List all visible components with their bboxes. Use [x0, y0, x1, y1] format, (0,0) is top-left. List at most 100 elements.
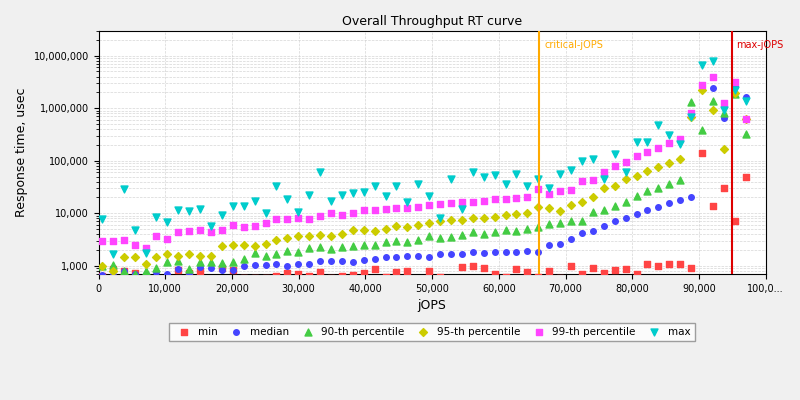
90-th percentile	[499, 227, 512, 234]
min	[455, 264, 468, 270]
max	[150, 214, 163, 220]
99-th percentile	[478, 198, 490, 204]
min	[718, 185, 730, 192]
min	[434, 274, 446, 280]
95-th percentile	[281, 234, 294, 241]
99-th percentile	[499, 196, 512, 202]
90-th percentile	[739, 131, 752, 138]
min	[478, 265, 490, 271]
min	[106, 266, 119, 272]
90-th percentile	[281, 248, 294, 254]
90-th percentile	[150, 264, 163, 271]
95-th percentile	[510, 211, 523, 217]
99-th percentile	[238, 224, 250, 230]
90-th percentile	[248, 250, 261, 256]
max	[401, 198, 414, 205]
99-th percentile	[521, 194, 534, 200]
90-th percentile	[205, 259, 218, 265]
90-th percentile	[226, 259, 239, 266]
min	[314, 269, 326, 275]
median	[390, 254, 403, 260]
95-th percentile	[445, 217, 458, 223]
min	[706, 203, 719, 209]
median	[641, 207, 654, 213]
95-th percentile	[325, 233, 338, 239]
95-th percentile	[706, 107, 719, 114]
max	[543, 185, 556, 191]
95-th percentile	[292, 233, 305, 240]
median	[499, 248, 512, 255]
90-th percentile	[728, 91, 741, 97]
95-th percentile	[248, 243, 261, 249]
95-th percentile	[238, 242, 250, 248]
max	[335, 192, 348, 198]
max	[630, 138, 643, 145]
min	[335, 273, 348, 279]
median	[586, 228, 599, 234]
max	[718, 107, 730, 113]
min	[521, 269, 534, 275]
min	[543, 268, 556, 274]
median	[335, 258, 348, 265]
90-th percentile	[292, 249, 305, 255]
90-th percentile	[161, 259, 174, 266]
max	[641, 138, 654, 145]
90-th percentile	[586, 209, 599, 215]
median	[706, 85, 719, 91]
95-th percentile	[565, 202, 578, 208]
95-th percentile	[412, 222, 425, 228]
max	[685, 113, 698, 120]
min	[128, 270, 141, 276]
99-th percentile	[248, 223, 261, 230]
95-th percentile	[728, 90, 741, 96]
95-th percentile	[543, 204, 556, 211]
90-th percentile	[575, 218, 588, 224]
max	[739, 98, 752, 104]
95-th percentile	[205, 252, 218, 259]
min	[499, 274, 512, 281]
max	[314, 169, 326, 176]
min	[302, 273, 315, 280]
min	[728, 218, 741, 224]
90-th percentile	[401, 238, 414, 245]
median	[302, 261, 315, 268]
95-th percentile	[575, 198, 588, 205]
max	[663, 132, 676, 138]
95-th percentile	[455, 217, 468, 223]
95-th percentile	[335, 231, 348, 237]
median	[619, 214, 632, 221]
min	[194, 268, 206, 274]
median	[598, 223, 610, 229]
max	[238, 203, 250, 209]
90-th percentile	[685, 99, 698, 105]
99-th percentile	[325, 210, 338, 216]
90-th percentile	[695, 126, 708, 133]
99-th percentile	[575, 178, 588, 185]
99-th percentile	[139, 245, 152, 252]
99-th percentile	[335, 212, 348, 218]
median	[434, 251, 446, 258]
min	[358, 270, 370, 277]
95-th percentile	[695, 87, 708, 94]
median	[150, 268, 163, 275]
median	[685, 194, 698, 200]
median	[139, 271, 152, 277]
99-th percentile	[598, 168, 610, 175]
min	[598, 270, 610, 276]
99-th percentile	[182, 228, 195, 234]
median	[728, 82, 741, 89]
95-th percentile	[401, 223, 414, 230]
90-th percentile	[455, 232, 468, 238]
99-th percentile	[368, 206, 381, 213]
median	[663, 200, 676, 206]
95-th percentile	[598, 185, 610, 191]
95-th percentile	[118, 254, 130, 260]
median	[510, 249, 523, 255]
median	[379, 254, 392, 261]
max	[466, 169, 479, 176]
median	[608, 218, 621, 224]
median	[488, 249, 501, 255]
99-th percentile	[150, 232, 163, 239]
95-th percentile	[630, 172, 643, 179]
95-th percentile	[674, 156, 686, 163]
